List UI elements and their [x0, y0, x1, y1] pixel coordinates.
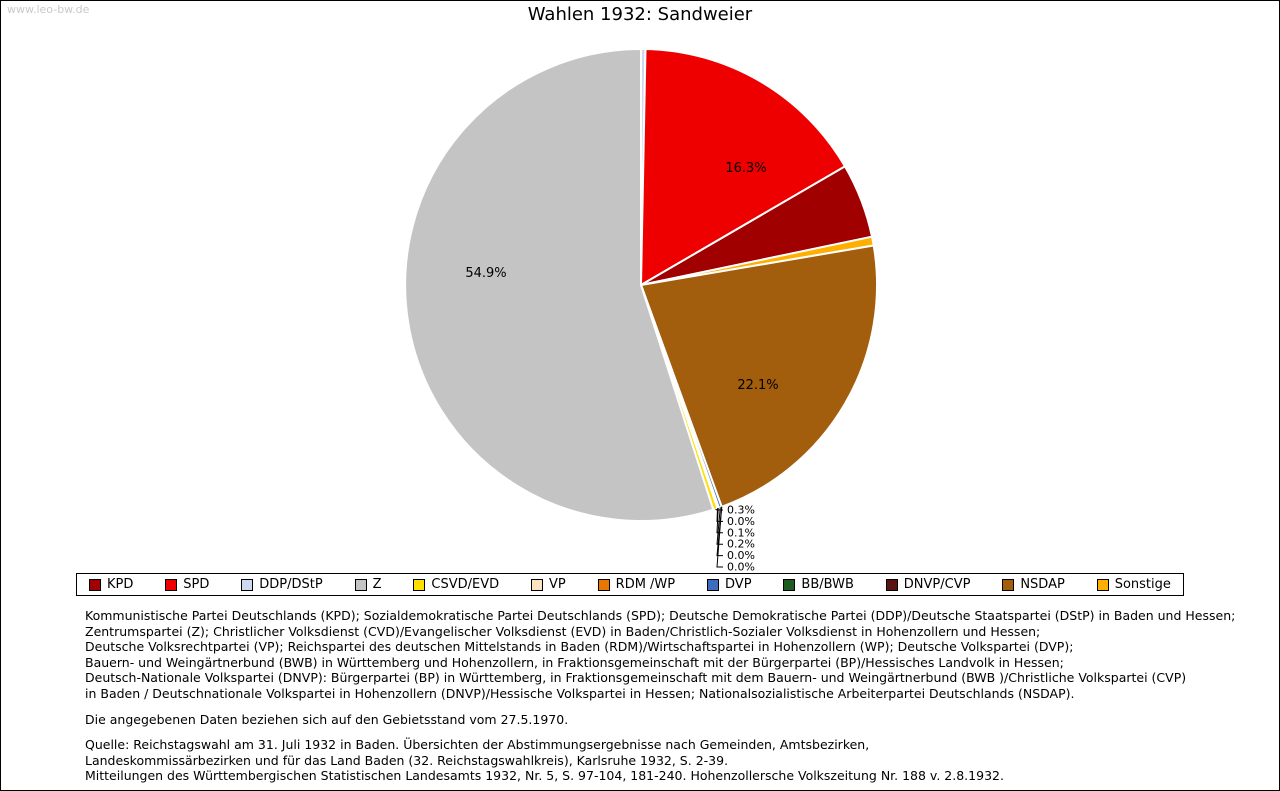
legend-swatch-nsdap — [1002, 578, 1015, 591]
legend-swatch-kpd — [89, 578, 101, 591]
pie-slice-nsdap — [640, 244, 879, 508]
legend-swatch-dvp — [707, 578, 720, 591]
legend-label-dvp: DVP — [725, 577, 752, 592]
source-line: Quelle: Reichstagswahl am 31. Juli 1932 … — [85, 737, 870, 753]
legend-label-z: Z — [372, 577, 382, 592]
pie-label-rdm-wp: 0.1% — [727, 526, 755, 539]
legend-label-bb-bwb: BB/BWB — [801, 577, 854, 592]
legend-item-z: Z — [354, 577, 382, 592]
pie-label-z: 54.9% — [465, 266, 506, 281]
legend-label-ddp-dstp: DDP/DStP — [259, 577, 323, 592]
legend-label-kpd: KPD — [107, 577, 134, 592]
legend-swatch-bb-bwb — [783, 578, 796, 591]
pie-label-dnvp-cvp: 0.0% — [727, 561, 755, 574]
territorial-note: Die angegebenen Daten beziehen sich auf … — [85, 711, 569, 727]
party-definitions-line: Kommunistische Partei Deutschlands (KPD)… — [85, 608, 1236, 623]
party-definitions-line: Zentrumspartei (Z); Christlicher Volksdi… — [85, 623, 1041, 639]
legend-item-rdm-wp: RDM /WP — [597, 577, 676, 592]
pie-slice-spd — [640, 48, 846, 286]
pie-label-vp: 0.0% — [727, 515, 755, 528]
legend-item-nsdap: NSDAP — [1002, 577, 1065, 592]
legend-item-dvp: DVP — [707, 577, 752, 592]
pie-slice-z — [404, 48, 715, 522]
legend-swatch-ddp-dstp — [241, 578, 254, 591]
legend-swatch-dnvp-cvp — [885, 578, 898, 591]
pie-label-nsdap: 22.1% — [737, 378, 778, 393]
source-line: Mitteilungen des Württembergischen Stati… — [85, 768, 1004, 784]
legend: KPD SPD DDP/DStP Z CSVD/EVD VP RDM /WP DVP BB/BW… — [76, 573, 1184, 596]
legend-swatch-sonstige — [1096, 578, 1109, 591]
chart-title: Wahlen 1932: Sandweier — [527, 4, 753, 25]
footnotes: Kommunistische Partei Deutschlands (KPD)… — [85, 608, 1239, 790]
legend-item-sonstige: Sonstige — [1096, 577, 1171, 592]
party-definitions-line: Deutsche Volksrechtpartei (VP); Reichspa… — [85, 639, 1074, 655]
party-definitions: Kommunistische Partei Deutschlands (KPD)… — [85, 608, 1239, 702]
legend-label-sonstige: Sonstige — [1114, 577, 1171, 592]
legend-swatch-rdm-wp — [597, 578, 610, 591]
party-definitions-line: in Baden / Deutschnationale Volkspartei … — [85, 685, 1075, 701]
source-note: Quelle: Reichstagswahl am 31. Juli 1932 … — [85, 737, 1239, 784]
legend-swatch-vp — [531, 578, 544, 591]
legend-label-csvd-evd: CSVD/EVD — [431, 577, 500, 592]
legend-swatch-csvd-evd — [413, 578, 426, 591]
legend-item-vp: VP — [531, 577, 566, 592]
source-line: Landeskommissärbezirken und für das Land… — [85, 752, 729, 768]
leader-line-rdm-wp — [716, 507, 723, 534]
legend-item-bb-bwb: BB/BWB — [783, 577, 854, 592]
legend-item-csvd-evd: CSVD/EVD — [413, 577, 499, 592]
leader-line-dvp — [716, 507, 723, 545]
pie-label-spd: 16.3% — [725, 161, 766, 176]
legend-swatch-z — [354, 578, 367, 591]
legend-item-kpd: KPD — [89, 577, 133, 592]
pie-chart: 0.3%16.3%5.1%0.6%22.1%54.9%0.3%0.0%0.1%0… — [404, 47, 879, 574]
watermark: www.leo-bw.de — [7, 3, 90, 16]
pie-label-bb-bwb: 0.0% — [727, 549, 755, 562]
legend-label-nsdap: NSDAP — [1020, 577, 1065, 592]
legend-label-spd: SPD — [183, 577, 210, 592]
legend-label-rdm-wp: RDM /WP — [615, 577, 676, 592]
party-definitions-line: Deutsch-Nationale Volkspartei (DNVP): Bü… — [85, 670, 1187, 686]
legend-item-dnvp-cvp: DNVP/CVP — [885, 577, 971, 592]
pie-label-csvd-evd: 0.3% — [727, 504, 755, 517]
legend-item-spd: SPD — [165, 577, 209, 592]
legend-swatch-spd — [165, 578, 178, 591]
legend-label-vp: VP — [549, 577, 566, 592]
legend-item-ddp-dstp: DDP/DStP — [241, 577, 323, 592]
leader-line-dnvp-cvp — [716, 506, 723, 568]
party-definitions-line: Bauern- und Weingärtnerbund (BWB) in Wür… — [85, 654, 1064, 670]
legend-label-dnvp-cvp: DNVP/CVP — [903, 577, 971, 592]
pie-label-dvp: 0.2% — [727, 538, 755, 551]
